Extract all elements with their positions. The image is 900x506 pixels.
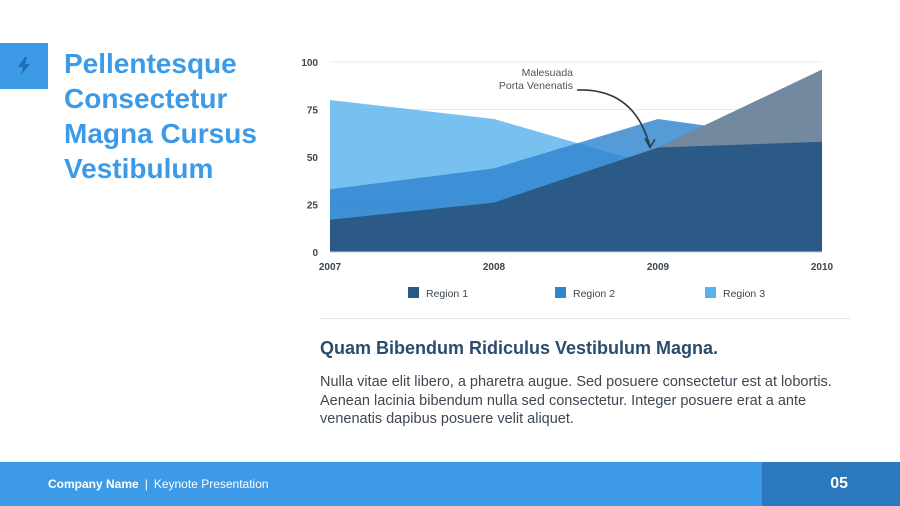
annotation-label: Malesuada — [522, 67, 574, 79]
logo-box — [0, 43, 48, 89]
annotation-label: Porta Venenatis — [499, 80, 573, 92]
legend-label: Region 1 — [426, 288, 468, 300]
page-number: 05 — [830, 475, 848, 492]
body-paragraph: Nulla vitae elit libero, a pharetra augu… — [320, 374, 832, 427]
area-series-1 — [330, 69, 822, 252]
title-line: Vestibulum — [64, 153, 214, 184]
legend-label: Region 2 — [573, 288, 615, 300]
x-tick-label: 2009 — [647, 262, 670, 273]
x-tick-label: 2007 — [319, 262, 342, 273]
legend-swatch — [555, 287, 566, 298]
page-number-box: 05 — [762, 462, 900, 506]
divider — [320, 318, 850, 319]
footer-bar: Company Name | Keynote Presentation 05 — [0, 462, 900, 506]
legend-swatch — [705, 287, 716, 298]
area-chart: 0 25 50 75 100 2007 2008 2009 2010 MalesuadaPorta… — [301, 58, 834, 300]
y-tick-label: 50 — [307, 153, 319, 164]
company-name: Company Name — [48, 477, 139, 491]
y-tick-label: 0 — [312, 248, 318, 259]
title-line: Pellentesque — [64, 48, 237, 79]
legend-label: Region 3 — [723, 288, 765, 300]
y-tick-label: 75 — [307, 106, 319, 117]
x-tick-label: 2008 — [483, 262, 506, 273]
y-tick-label: 100 — [301, 58, 318, 69]
title-line: Consectetur — [64, 83, 228, 114]
x-tick-label: 2010 — [811, 262, 834, 273]
annotation-arrowhead — [644, 137, 656, 149]
annotation-arrow — [576, 89, 651, 148]
legend-swatch — [408, 287, 419, 298]
lightning-bolt-icon — [18, 57, 30, 75]
footer-caption: Company Name | Keynote Presentation — [48, 462, 269, 506]
footer-separator: | — [144, 477, 148, 491]
title-line: Magna Cursus — [64, 118, 257, 149]
slide-title: Pellentesque Consectetur Magna Cursus Ve… — [64, 46, 284, 186]
y-tick-label: 25 — [307, 201, 319, 212]
presentation-name: Keynote Presentation — [153, 477, 269, 491]
section-heading: Quam Bibendum Ridiculus Vestibulum Magna… — [320, 338, 719, 358]
